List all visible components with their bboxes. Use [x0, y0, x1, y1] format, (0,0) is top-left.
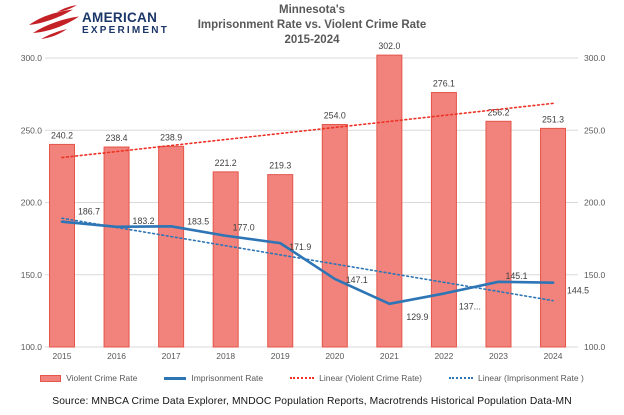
bar-2022	[430, 92, 457, 348]
line-value-label: 171.9	[289, 242, 311, 252]
logo-text: AMERICAN EXPERIMENT	[82, 9, 170, 36]
trend-line-imprisonment	[61, 217, 554, 302]
bar-value-label: 219.3	[269, 161, 291, 171]
bar-2023	[485, 120, 512, 348]
legend-item-violent-crime-rate: Violent Crime Rate	[40, 373, 137, 383]
x-axis-tick-2023: 2023	[489, 351, 508, 361]
bar-2017	[158, 145, 185, 348]
x-axis-tick-2022: 2022	[434, 351, 453, 361]
line-value-label: 144.5	[567, 286, 589, 296]
chart-title-line2: Imprisonment Rate vs. Violent Crime Rate	[197, 19, 427, 31]
x-axis-tick-2015: 2015	[53, 351, 72, 361]
chart-title-line1: Minnesota's	[279, 4, 345, 16]
legend-label: Linear (Violent Crime Rate)	[319, 373, 422, 383]
chart-title: Minnesota's Imprisonment Rate vs. Violen…	[0, 3, 624, 48]
legend-item-imprisonment-rate: Imprisonment Rate	[164, 373, 263, 383]
x-axis-tick-2018: 2018	[216, 351, 235, 361]
source-citation: Source: MNBCA Crime Data Explorer, MNDOC…	[52, 396, 572, 407]
bar-2018	[212, 171, 239, 348]
y-axis-tick-left: 250.0	[21, 125, 43, 135]
logo-swoosh-icon	[29, 5, 79, 39]
bar-swatch-icon	[40, 374, 62, 382]
x-axis-tick-2021: 2021	[380, 351, 399, 361]
line-value-label: 183.2	[133, 216, 155, 226]
logo-wordmark-american: AMERICAN	[82, 9, 158, 25]
chart-legend: Violent Crime Rate Imprisonment Rate Lin…	[0, 373, 624, 383]
legend-label: Linear (Imprisonment Rate )	[478, 373, 584, 383]
bar-value-label: 276.1	[433, 79, 455, 89]
line-value-label: 186.7	[78, 207, 100, 217]
bar-value-label: 251.3	[542, 114, 564, 124]
y-axis-tick-right: 200.0	[584, 198, 606, 208]
bar-value-label: 302.0	[378, 41, 400, 51]
legend-item-linear-imprisonment: Linear (Imprisonment Rate )	[449, 373, 584, 383]
legend-item-linear-violent-crime: Linear (Violent Crime Rate)	[290, 373, 422, 383]
y-axis-tick-left: 300.0	[21, 53, 43, 63]
dotted-blue-line-swatch-icon	[449, 377, 473, 379]
x-axis-tick-2020: 2020	[325, 351, 344, 361]
line-value-label: 129.9	[406, 312, 428, 322]
bar-value-label: 238.9	[160, 132, 182, 142]
line-value-label: 145.1	[505, 271, 527, 281]
bar-2016	[103, 146, 130, 348]
legend-label: Imprisonment Rate	[191, 373, 264, 383]
bar-2019	[267, 174, 294, 348]
imprisonment-rate-line	[60, 220, 555, 306]
x-axis-tick-2016: 2016	[107, 351, 126, 361]
dotted-red-line-swatch-icon	[290, 377, 315, 379]
x-axis-tick-2024: 2024	[544, 351, 563, 361]
bar-value-label: 221.2	[215, 158, 237, 168]
x-axis-tick-2017: 2017	[162, 351, 181, 361]
bar-value-label: 238.4	[106, 133, 128, 143]
chart-title-line3: 2015-2024	[284, 34, 340, 46]
logo-wordmark-experiment: EXPERIMENT	[82, 24, 170, 36]
bar-2024	[540, 127, 567, 348]
y-axis-tick-right: 250.0	[584, 125, 606, 135]
y-axis-tick-left: 200.0	[21, 198, 43, 208]
y-axis-tick-right: 100.0	[584, 342, 606, 352]
line-value-label: 183.5	[187, 216, 209, 226]
chart-plot-area: 100.0 100.0 150.0 150.0 200.0 200.0 250.0 250.0…	[21, 41, 606, 361]
y-axis-tick-right: 150.0	[584, 270, 606, 280]
solid-line-swatch-icon	[164, 376, 187, 380]
y-axis-tick-right: 300.0	[584, 53, 606, 63]
trend-line-violent-crime	[61, 102, 554, 159]
bar-value-label: 240.2	[51, 130, 73, 140]
bar-value-label: 256.2	[487, 107, 509, 117]
bar-2015	[49, 143, 75, 348]
x-axis-tick-2019: 2019	[271, 351, 290, 361]
line-value-label: 137...	[459, 302, 481, 312]
legend-label: Violent Crime Rate	[66, 373, 138, 383]
bar-2021	[376, 54, 403, 348]
y-axis-tick-left: 100.0	[21, 342, 43, 352]
american-experiment-logo: AMERICAN EXPERIMENT	[27, 4, 169, 42]
y-axis-tick-left: 150.0	[21, 270, 43, 280]
line-value-label: 147.1	[346, 275, 368, 285]
bar-2020	[321, 123, 348, 348]
bar-value-label: 254.0	[324, 110, 346, 120]
line-value-label: 177.0	[233, 223, 255, 233]
